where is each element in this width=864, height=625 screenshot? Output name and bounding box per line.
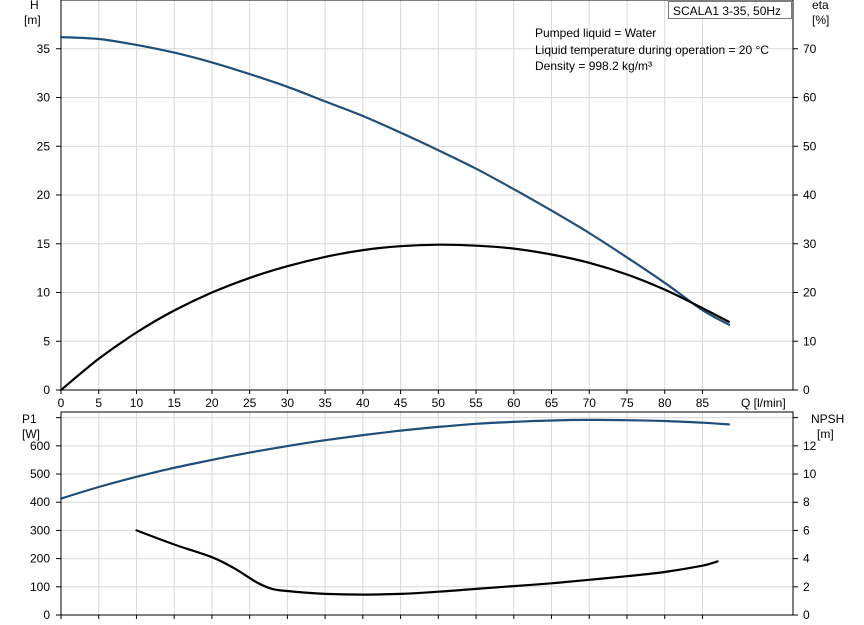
x-tick-label: 5 — [95, 396, 102, 410]
right-y-tick-label: 12 — [803, 439, 817, 453]
x-tick-label: 25 — [243, 396, 257, 410]
left-y-tick-label: 200 — [30, 552, 50, 566]
upper-panel-grid — [61, 0, 793, 390]
density-text: Density = 998.2 kg/m³ — [535, 59, 653, 73]
x-tick-label: 65 — [545, 396, 559, 410]
left-y-tick-label: 15 — [37, 237, 51, 251]
p1-axis-unit: [W] — [22, 427, 40, 441]
left-y-tick-label: 100 — [30, 580, 50, 594]
axis-ticks: 0 5 10 15 20 25 30 35 40 45 50 55 60 65 70 75 80 85051015… — [30, 42, 817, 622]
h-axis-label: H — [30, 0, 39, 12]
right-y-tick-label: 70 — [803, 42, 817, 56]
x-tick-label: 35 — [318, 396, 332, 410]
x-tick-label: 30 — [281, 396, 295, 410]
eta-axis-label: eta — [812, 0, 829, 12]
x-tick-label: 10 — [130, 396, 144, 410]
x-tick-label: 40 — [356, 396, 370, 410]
right-y-tick-label: 0 — [803, 608, 810, 622]
right-y-tick-label: 50 — [803, 139, 817, 153]
npsh-curve — [135, 529, 719, 596]
left-y-tick-label: 500 — [30, 467, 50, 481]
x-tick-label: 55 — [469, 396, 483, 410]
pumped-liquid-text: Pumped liquid = Water — [535, 26, 657, 40]
x-tick-label: 45 — [394, 396, 408, 410]
right-y-tick-label: 20 — [803, 286, 817, 300]
efficiency-curve — [59, 243, 730, 392]
h-axis-unit: [m] — [24, 13, 41, 27]
left-y-tick-label: 600 — [30, 439, 50, 453]
right-y-tick-label: 0 — [803, 383, 810, 397]
left-y-tick-label: 20 — [37, 188, 51, 202]
x-tick-label: 85 — [696, 396, 710, 410]
lower-panel-grid — [61, 412, 793, 615]
left-y-tick-label: 300 — [30, 523, 50, 537]
x-tick-label: 20 — [205, 396, 219, 410]
head-curve — [59, 36, 730, 326]
x-tick-label: 75 — [620, 396, 634, 410]
left-y-tick-label: 5 — [43, 334, 50, 348]
left-y-tick-label: 10 — [37, 286, 51, 300]
right-y-tick-label: 60 — [803, 91, 817, 105]
left-y-tick-label: 0 — [43, 608, 50, 622]
right-y-tick-label: 10 — [803, 467, 817, 481]
q-axis-label: Q [l/min] — [741, 396, 786, 410]
right-y-tick-label: 40 — [803, 188, 817, 202]
right-y-tick-label: 6 — [803, 523, 810, 537]
liquid-temperature-text: Liquid temperature during operation = 20… — [535, 42, 769, 57]
x-tick-label: 60 — [507, 396, 521, 410]
right-y-tick-label: 4 — [803, 552, 810, 566]
npsh-axis-label: NPSH — [811, 412, 844, 426]
left-y-tick-label: 35 — [37, 42, 51, 56]
left-y-tick-label: 0 — [43, 383, 50, 397]
chart-series — [59, 36, 730, 596]
left-y-tick-label: 30 — [37, 91, 51, 105]
x-tick-label: 15 — [168, 396, 182, 410]
eta-axis-unit: [%] — [812, 13, 829, 27]
p1-axis-label: P1 — [22, 412, 37, 426]
right-y-tick-label: 30 — [803, 237, 817, 251]
right-y-tick-label: 8 — [803, 495, 810, 509]
lower-panel-frame — [60, 411, 794, 616]
right-y-tick-label: 10 — [803, 334, 817, 348]
liquid-info-block: Pumped liquid = Water Liquid temperature… — [535, 25, 769, 75]
left-y-tick-label: 400 — [30, 495, 50, 509]
x-tick-label: 50 — [432, 396, 446, 410]
x-tick-label: 70 — [583, 396, 597, 410]
right-y-tick-label: 2 — [803, 580, 810, 594]
power-curve — [59, 418, 730, 500]
npsh-axis-unit: [m] — [817, 427, 834, 441]
left-y-tick-label: 25 — [37, 139, 51, 153]
x-tick-label: 80 — [658, 396, 672, 410]
pump-model-badge: SCALA1 3-35, 50Hz — [668, 1, 792, 19]
x-tick-label: 0 — [58, 396, 65, 410]
